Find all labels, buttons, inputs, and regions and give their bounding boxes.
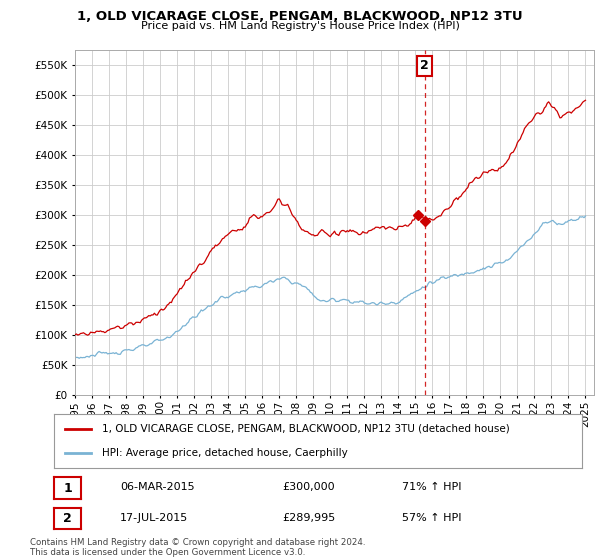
Text: 57% ↑ HPI: 57% ↑ HPI [402,514,461,523]
Text: 1: 1 [63,482,72,494]
Text: HPI: Average price, detached house, Caerphilly: HPI: Average price, detached house, Caer… [101,448,347,458]
Text: 06-MAR-2015: 06-MAR-2015 [120,483,194,492]
Text: 17-JUL-2015: 17-JUL-2015 [120,514,188,523]
Text: 2: 2 [420,59,429,72]
Text: Contains HM Land Registry data © Crown copyright and database right 2024.
This d: Contains HM Land Registry data © Crown c… [30,538,365,557]
Text: £300,000: £300,000 [282,483,335,492]
Text: 2: 2 [63,512,72,525]
Text: 1, OLD VICARAGE CLOSE, PENGAM, BLACKWOOD, NP12 3TU (detached house): 1, OLD VICARAGE CLOSE, PENGAM, BLACKWOOD… [101,424,509,434]
Text: 71% ↑ HPI: 71% ↑ HPI [402,483,461,492]
Text: 1, OLD VICARAGE CLOSE, PENGAM, BLACKWOOD, NP12 3TU: 1, OLD VICARAGE CLOSE, PENGAM, BLACKWOOD… [77,10,523,23]
Text: Price paid vs. HM Land Registry's House Price Index (HPI): Price paid vs. HM Land Registry's House … [140,21,460,31]
Text: £289,995: £289,995 [282,514,335,523]
